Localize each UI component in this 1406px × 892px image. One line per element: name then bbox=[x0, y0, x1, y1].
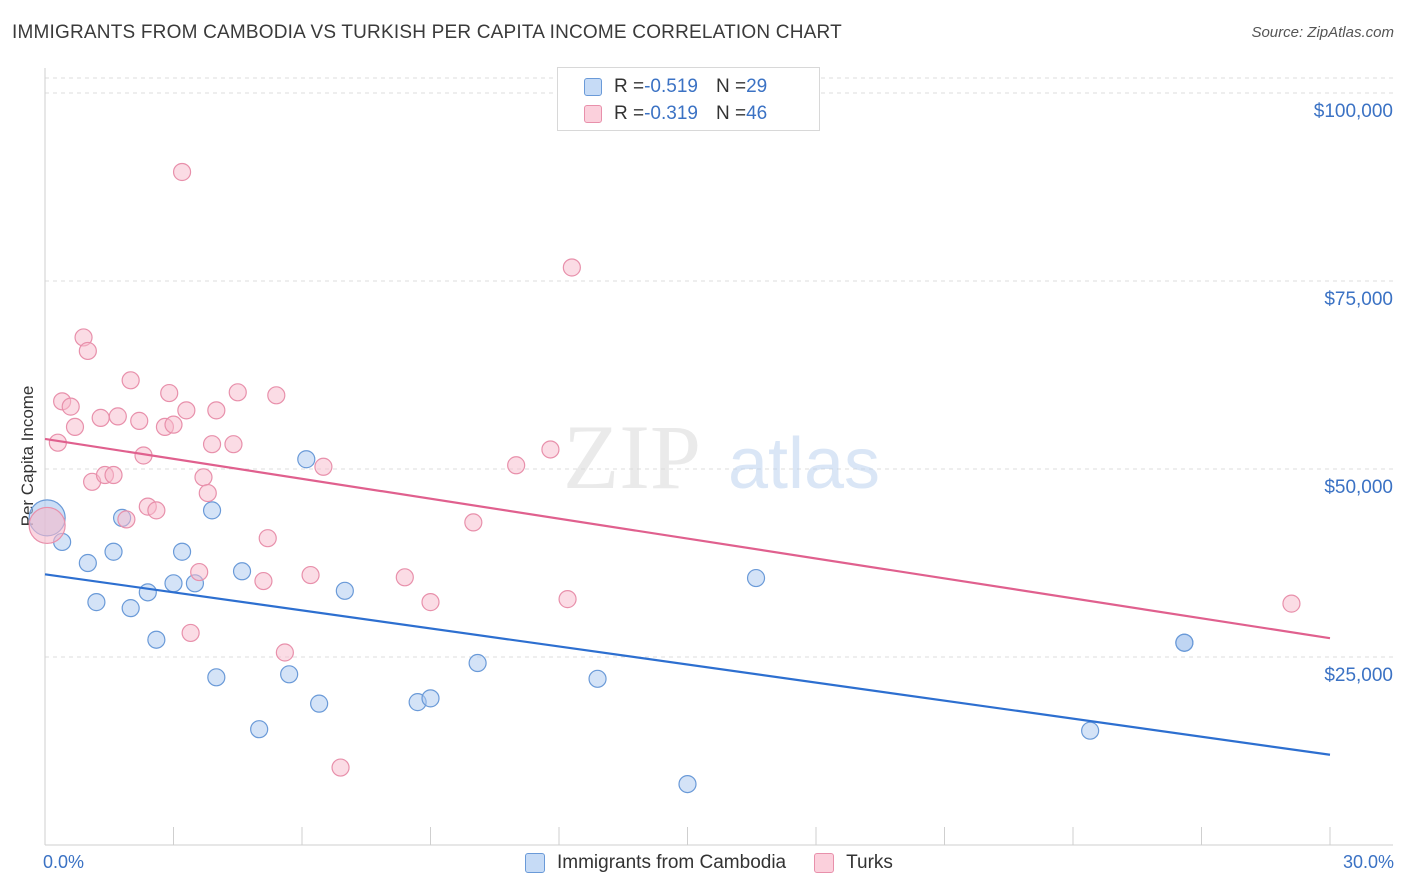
y-tick-label: $75,000 bbox=[1324, 289, 1393, 311]
data-point bbox=[232, 562, 252, 581]
data-point bbox=[250, 720, 269, 739]
data-point bbox=[78, 341, 97, 361]
data-point bbox=[541, 440, 560, 459]
data-point bbox=[254, 571, 273, 591]
n-label: N = bbox=[715, 76, 747, 97]
data-point bbox=[207, 401, 226, 420]
data-point bbox=[310, 694, 329, 713]
data-point bbox=[507, 456, 526, 475]
data-point bbox=[190, 562, 209, 582]
watermark-zip: ZIP bbox=[563, 406, 701, 508]
data-point bbox=[562, 258, 581, 277]
data-point bbox=[104, 465, 123, 485]
n-label: N = bbox=[715, 103, 747, 124]
x-tick-label-max: 30.0% bbox=[1342, 852, 1394, 872]
data-point bbox=[678, 774, 697, 794]
data-point bbox=[108, 407, 127, 426]
series-legend: Immigrants from Cambodia Turks bbox=[525, 852, 921, 874]
data-point bbox=[172, 162, 192, 182]
y-tick-label: $50,000 bbox=[1324, 477, 1393, 499]
data-point bbox=[301, 565, 320, 585]
trend-line bbox=[44, 437, 1331, 640]
data-point bbox=[267, 386, 286, 405]
source-credit: Source: ZipAtlas.com bbox=[1251, 24, 1394, 41]
n-value: 46 bbox=[746, 103, 768, 124]
data-point bbox=[194, 468, 213, 487]
data-point bbox=[297, 450, 316, 469]
data-point bbox=[61, 397, 80, 416]
legend-item-cambodia: Immigrants from Cambodia bbox=[525, 852, 786, 874]
legend-item-turks: Turks bbox=[814, 852, 893, 874]
data-point bbox=[91, 408, 110, 427]
data-point bbox=[138, 583, 157, 602]
data-point bbox=[164, 574, 183, 593]
legend-row-turks: R = -0.319 N = 46 bbox=[584, 103, 767, 125]
data-point bbox=[588, 669, 607, 688]
data-point bbox=[28, 506, 66, 545]
axes bbox=[44, 68, 1393, 846]
data-point bbox=[78, 553, 97, 573]
data-point bbox=[331, 758, 350, 777]
y-tick-label: $25,000 bbox=[1324, 665, 1393, 686]
cambodia-swatch bbox=[584, 78, 602, 96]
data-point bbox=[65, 417, 85, 437]
legend-label: Turks bbox=[846, 852, 893, 873]
data-point bbox=[147, 501, 166, 520]
data-point bbox=[130, 411, 149, 430]
data-point bbox=[172, 542, 192, 561]
data-point bbox=[181, 623, 200, 643]
data-point bbox=[258, 529, 277, 548]
data-point bbox=[1175, 633, 1194, 652]
data-point bbox=[314, 457, 333, 476]
data-point bbox=[421, 689, 440, 708]
r-value: -0.319 bbox=[644, 103, 698, 124]
data-point bbox=[395, 568, 414, 587]
data-point bbox=[464, 513, 483, 532]
turks-swatch bbox=[584, 105, 602, 123]
trend-line bbox=[44, 573, 1331, 756]
data-point bbox=[421, 593, 440, 612]
data-point bbox=[121, 599, 140, 618]
data-point bbox=[224, 435, 243, 454]
r-value: -0.519 bbox=[644, 76, 698, 97]
data-point bbox=[117, 510, 136, 529]
data-point bbox=[164, 415, 183, 434]
data-point bbox=[177, 401, 196, 420]
data-point bbox=[275, 643, 294, 662]
data-point bbox=[335, 581, 354, 600]
legend-label: Immigrants from Cambodia bbox=[557, 852, 787, 873]
data-point bbox=[746, 568, 766, 588]
cambodia-swatch bbox=[525, 853, 545, 873]
data-point bbox=[202, 435, 222, 454]
r-label: R = bbox=[614, 103, 645, 124]
data-points bbox=[28, 162, 1301, 794]
data-point bbox=[160, 383, 179, 403]
data-point bbox=[280, 665, 299, 684]
y-tick-label: $100,000 bbox=[1313, 101, 1393, 123]
data-point bbox=[147, 630, 166, 649]
legend-row-cambodia: R = -0.519 N = 29 bbox=[584, 76, 767, 98]
n-value: 29 bbox=[746, 76, 768, 97]
data-point bbox=[87, 593, 106, 612]
data-point bbox=[1081, 721, 1100, 740]
watermark-atlas: atlas bbox=[728, 424, 880, 504]
watermark: ZIP atlas bbox=[563, 406, 880, 508]
r-label: R = bbox=[614, 76, 645, 97]
trend-lines bbox=[44, 437, 1331, 756]
data-point bbox=[558, 590, 577, 609]
data-point bbox=[121, 371, 140, 390]
data-point bbox=[104, 542, 123, 561]
chart-title: IMMIGRANTS FROM CAMBODIA VS TURKISH PER … bbox=[12, 22, 842, 43]
data-point bbox=[468, 653, 487, 673]
data-point bbox=[207, 668, 226, 687]
turks-swatch bbox=[814, 853, 835, 873]
x-tick-label-min: 0.0% bbox=[43, 852, 85, 872]
data-point bbox=[202, 501, 222, 520]
data-point bbox=[1282, 594, 1301, 613]
data-point bbox=[228, 383, 247, 402]
data-point bbox=[198, 483, 217, 503]
correlation-legend: R = -0.519 N = 29 R = -0.319 N = 46 bbox=[557, 67, 820, 131]
